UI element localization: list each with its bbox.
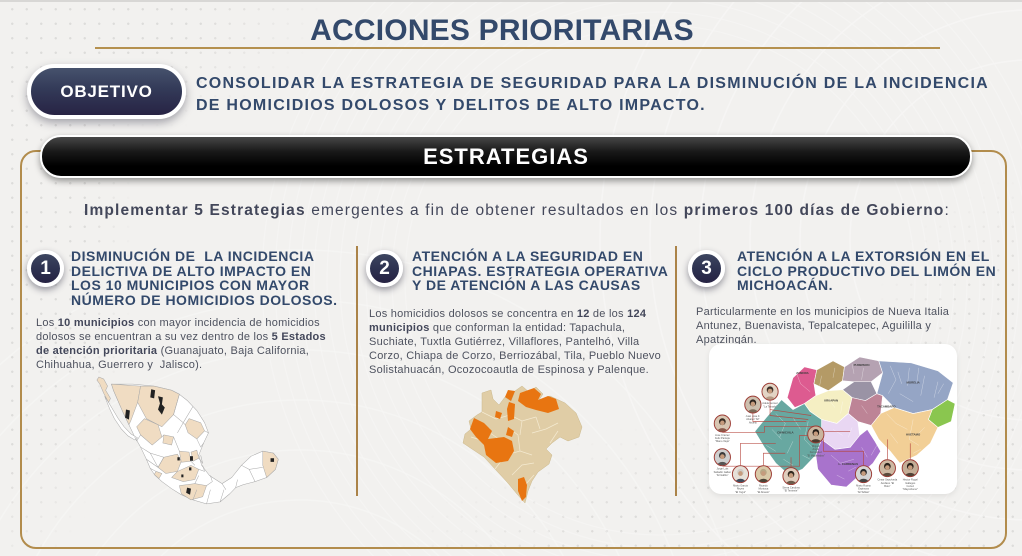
- svg-text:Fernandez: Fernandez: [810, 450, 823, 454]
- svg-text:Boto": Boto": [884, 484, 890, 488]
- svg-text:Reyes: Reyes: [737, 487, 745, 491]
- svg-text:Espinoza: Espinoza: [858, 487, 869, 491]
- svg-text:Sabadin Gallen: Sabadin Gallen: [714, 470, 732, 474]
- svg-text:"El Gallito": "El Gallito": [716, 473, 728, 477]
- svg-text:PUREPERO: PUREPERO: [854, 363, 871, 367]
- svg-text:Cesar Sepulveda: Cesar Sepulveda: [878, 478, 898, 482]
- svg-text:Felix Pantoja: Felix Pantoja: [715, 436, 730, 440]
- svg-text:Arellano "El: Arellano "El: [881, 481, 895, 485]
- svg-text:Juan Jose F.: Juan Jose F.: [746, 414, 761, 418]
- svg-text:Cortez: Cortez: [906, 484, 914, 488]
- svg-text:Adela Gomez: Adela Gomez: [762, 401, 778, 405]
- svg-text:"Mano Vieja": "Mano Vieja": [715, 439, 730, 443]
- svg-text:Hector Rogel: Hector Rogel: [903, 478, 918, 482]
- svg-text:"El Migueladas": "El Migueladas": [807, 453, 825, 457]
- svg-text:ZAMORA: ZAMORA: [796, 371, 809, 375]
- svg-text:URUAPAN: URUAPAN: [824, 399, 838, 403]
- svg-text:Mario Garcia: Mario Garcia: [733, 483, 748, 487]
- svg-text:Jorge Luis: Jorge Luis: [716, 467, 728, 471]
- svg-text:Jose Cramer: Jose Cramer: [715, 433, 730, 437]
- svg-text:MORELIA: MORELIA: [907, 381, 921, 385]
- svg-text:"La Tamala": "La Tamala": [763, 404, 777, 408]
- svg-text:Gallegos: Gallegos: [905, 481, 916, 485]
- svg-text:"El Abuelo": "El Abuelo": [757, 490, 770, 494]
- svg-text:Abuelo: Abuelo: [749, 420, 757, 424]
- svg-text:Montoya: Montoya: [758, 487, 768, 491]
- svg-text:Angel: Angel: [813, 447, 820, 451]
- svg-text:"El Teniente": "El Teniente": [784, 489, 798, 493]
- svg-text:Sierra Cardona: Sierra Cardona: [782, 485, 800, 489]
- svg-text:"El Yogui": "El Yogui": [735, 490, 746, 494]
- svg-text:L. CARDENAS: L. CARDENAS: [839, 462, 859, 466]
- svg-text:Alvarez "El": Alvarez "El": [746, 417, 759, 421]
- svg-text:"Mayordomo": "Mayordomo": [903, 487, 918, 491]
- svg-text:HUETAMO: HUETAMO: [906, 432, 921, 436]
- svg-text:Ricardo: Ricardo: [759, 483, 768, 487]
- svg-text:"El Tablas": "El Tablas": [857, 490, 869, 494]
- svg-text:Mario Ruano: Mario Ruano: [856, 483, 871, 487]
- svg-text:Miguel: Miguel: [812, 444, 820, 448]
- svg-text:TACAMBARO: TACAMBARO: [877, 405, 896, 409]
- svg-text:CHINICUILA: CHINICUILA: [777, 430, 794, 434]
